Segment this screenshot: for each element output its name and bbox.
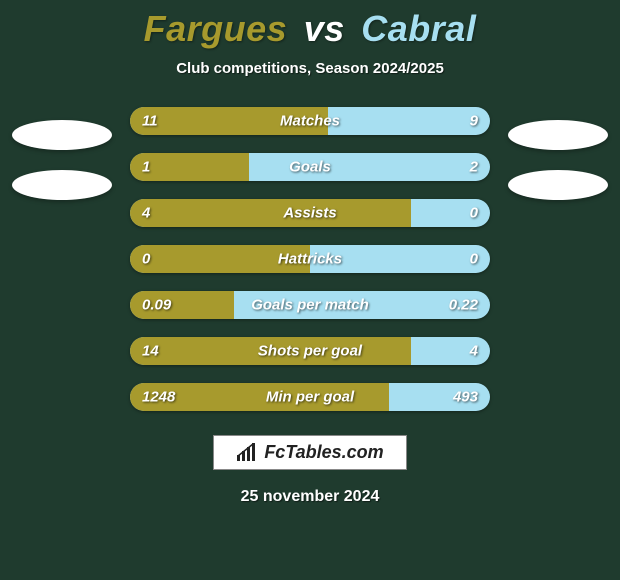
bar-value-left: 11	[142, 113, 158, 130]
bar-value-left: 4	[142, 205, 150, 222]
stat-bars: 11 Matches 9 1 Goals 2 4 Assists 0 0 Hattricks 0 0.0…	[130, 107, 490, 411]
stat-bar-row: 14 Shots per goal 4	[130, 337, 490, 365]
stat-bar-row: 1 Goals 2	[130, 153, 490, 181]
bar-value-right: 0	[470, 205, 478, 222]
bar-value-right: 0.22	[449, 297, 478, 314]
brand-text: FcTables.com	[264, 442, 383, 463]
bar-label: Goals per match	[251, 297, 369, 314]
comparison-infographic: Fargues vs Cabral Club competitions, Sea…	[0, 0, 620, 580]
bar-value-right: 2	[470, 159, 478, 176]
bar-label: Assists	[283, 205, 336, 222]
date-text: 25 november 2024	[241, 488, 380, 506]
title: Fargues vs Cabral	[144, 8, 477, 50]
bar-value-right: 0	[470, 251, 478, 268]
badge-placeholder	[12, 170, 112, 200]
bar-label: Hattricks	[278, 251, 342, 268]
stat-bar-row: 0.09 Goals per match 0.22	[130, 291, 490, 319]
bar-value-left: 14	[142, 343, 159, 360]
stat-bar-row: 1248 Min per goal 493	[130, 383, 490, 411]
badges-left	[12, 120, 112, 200]
bar-label: Shots per goal	[258, 343, 362, 360]
bar-label: Goals	[289, 159, 331, 176]
subtitle: Club competitions, Season 2024/2025	[176, 60, 444, 77]
bar-fill-left	[130, 199, 411, 227]
badge-placeholder	[508, 120, 608, 150]
title-player2: Cabral	[361, 8, 476, 49]
bar-label: Matches	[280, 113, 340, 130]
stat-bar-row: 4 Assists 0	[130, 199, 490, 227]
bar-value-left: 0.09	[142, 297, 171, 314]
title-vs: vs	[304, 8, 345, 49]
brand-box: FcTables.com	[213, 435, 406, 470]
badge-placeholder	[12, 120, 112, 150]
bar-label: Min per goal	[266, 389, 354, 406]
brand-chart-icon	[236, 443, 258, 463]
bar-value-left: 1	[142, 159, 150, 176]
stat-bar-row: 11 Matches 9	[130, 107, 490, 135]
stat-bar-row: 0 Hattricks 0	[130, 245, 490, 273]
title-player1: Fargues	[144, 8, 288, 49]
bar-value-left: 1248	[142, 389, 175, 406]
bar-value-left: 0	[142, 251, 150, 268]
bar-value-right: 9	[470, 113, 478, 130]
bar-value-right: 493	[453, 389, 478, 406]
badges-right	[508, 120, 608, 200]
bar-value-right: 4	[470, 343, 478, 360]
badge-placeholder	[508, 170, 608, 200]
